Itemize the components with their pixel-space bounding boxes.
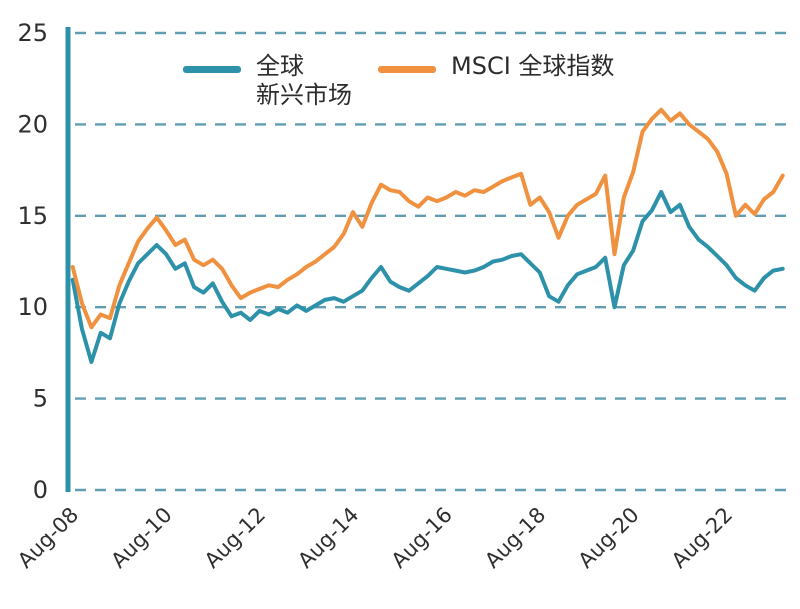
x-tick-label: Aug-12	[200, 503, 270, 573]
y-tick-label: 25	[17, 19, 48, 47]
legend-item-msci-world: MSCI 全球指数	[378, 52, 614, 81]
chart-legend: 全球 新兴市场 MSCI 全球指数	[183, 52, 614, 111]
x-tick-label: Aug-14	[293, 503, 363, 573]
legend-item-emerging-markets: 全球 新兴市场	[183, 52, 352, 111]
legend-swatch-emerging-markets	[183, 66, 241, 73]
legend-label-line-1: 全球	[256, 52, 304, 80]
series-line-msci-world	[70, 107, 785, 330]
x-tick-label: Aug-10	[106, 503, 176, 573]
y-tick-label: 15	[17, 202, 48, 230]
x-tick-label: Aug-20	[574, 503, 644, 573]
x-tick-label: Aug-16	[387, 503, 457, 573]
y-tick-label: 20	[17, 110, 48, 138]
legend-label-msci-world: MSCI 全球指数	[451, 52, 615, 80]
legend-label-line-2: 新兴市场	[256, 81, 352, 110]
y-tick-label: 0	[33, 476, 48, 504]
y-tick-label: 10	[17, 293, 48, 321]
y-tick-label: 5	[33, 385, 48, 413]
legend-swatch-msci-world	[378, 66, 436, 73]
series-line-emerging-markets	[70, 190, 785, 364]
legend-label-emerging-markets: 全球 新兴市场	[256, 52, 352, 111]
x-tick-label: Aug-22	[667, 503, 737, 573]
x-tick-label: Aug-08	[13, 503, 83, 573]
x-tick-label: Aug-18	[480, 503, 550, 573]
